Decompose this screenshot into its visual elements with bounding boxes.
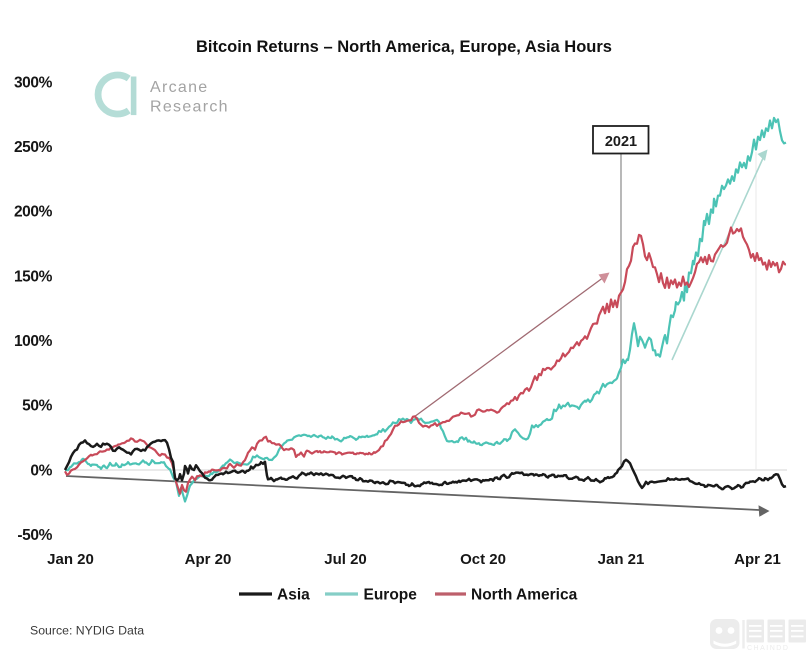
svg-text:North America: North America — [471, 587, 578, 604]
svg-text:-50%: -50% — [17, 527, 52, 544]
svg-text:Asia: Asia — [277, 587, 310, 604]
svg-text:Bitcoin Returns – North Americ: Bitcoin Returns – North America, Europe,… — [196, 38, 612, 56]
svg-text:150%: 150% — [14, 268, 53, 285]
svg-text:Jan 21: Jan 21 — [598, 551, 645, 568]
svg-text:Oct 20: Oct 20 — [460, 551, 506, 568]
svg-text:250%: 250% — [14, 139, 53, 156]
svg-text:Europe: Europe — [364, 587, 418, 604]
svg-text:2021: 2021 — [605, 134, 637, 150]
svg-text:CHAINDD: CHAINDD — [747, 645, 789, 652]
svg-text:0%: 0% — [30, 462, 52, 479]
svg-text:200%: 200% — [14, 204, 53, 221]
svg-text:300%: 300% — [14, 74, 53, 91]
svg-text:100%: 100% — [14, 333, 53, 350]
svg-text:Jul 20: Jul 20 — [324, 551, 367, 568]
svg-text:Source: NYDIG Data: Source: NYDIG Data — [30, 624, 144, 638]
svg-text:50%: 50% — [22, 398, 52, 415]
svg-text:Arcane: Arcane — [150, 79, 209, 96]
svg-text:Research: Research — [150, 99, 229, 116]
svg-text:Apr 21: Apr 21 — [734, 551, 781, 568]
svg-text:Jan 20: Jan 20 — [47, 551, 94, 568]
svg-text:Apr 20: Apr 20 — [185, 551, 232, 568]
